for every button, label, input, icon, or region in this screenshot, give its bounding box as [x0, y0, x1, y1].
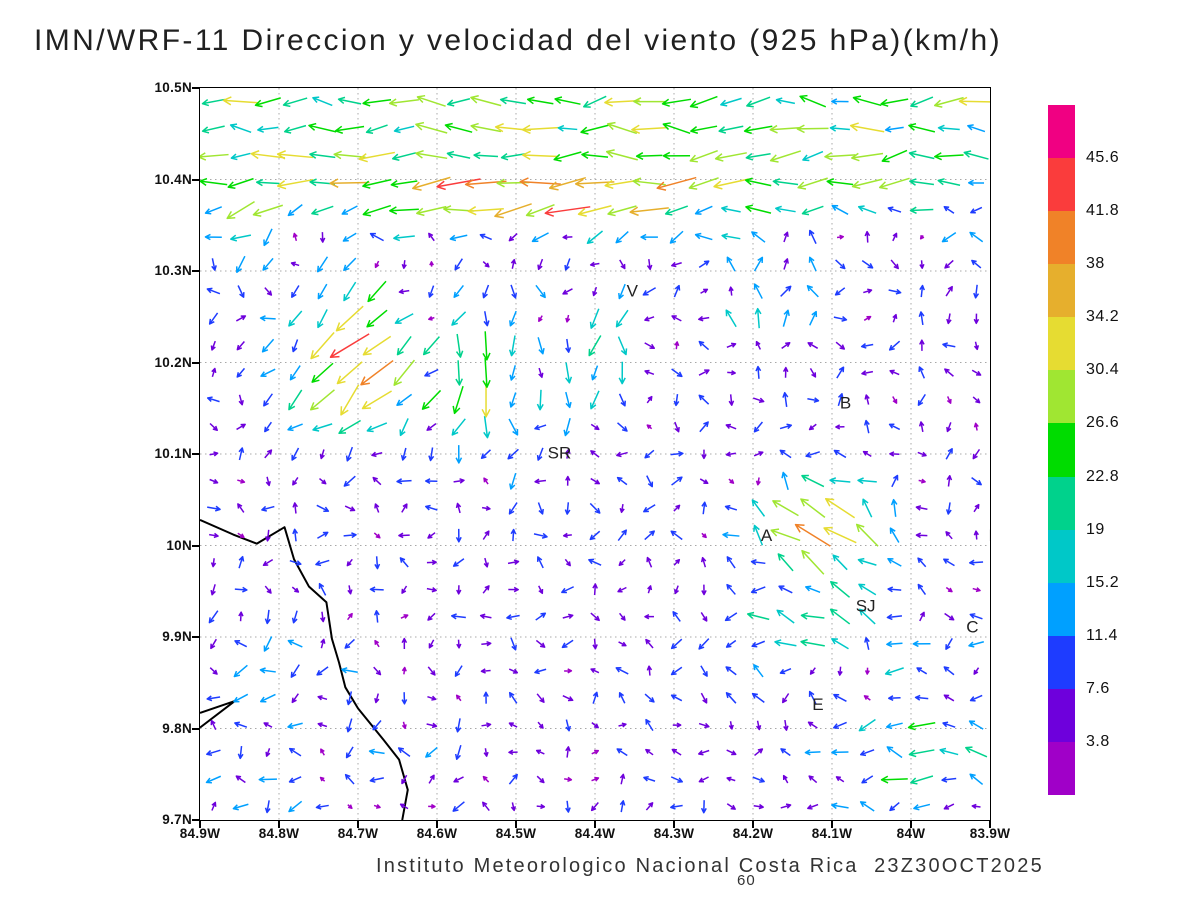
colorbar-segment — [1048, 158, 1075, 212]
y-tick-mark — [192, 819, 199, 821]
x-tick-mark — [515, 821, 517, 828]
x-tick-mark — [594, 821, 596, 828]
colorbar-segment — [1048, 529, 1075, 583]
colorbar-segment — [1048, 423, 1075, 477]
x-tick-mark — [989, 821, 991, 828]
y-tick-mark — [192, 727, 199, 730]
footer-institute-text: Instituto Meteorologico Nacional Costa R… — [376, 855, 1044, 877]
x-tick-mark — [752, 821, 754, 828]
colorbar-segment — [1048, 582, 1075, 636]
x-tick-mark — [673, 821, 675, 828]
x-tick-label: 84.9W — [179, 826, 221, 841]
y-tick-mark — [192, 544, 199, 547]
y-tick-mark — [192, 361, 199, 364]
x-tick-label: 84.8W — [258, 826, 300, 841]
y-tick-label: 9.7N — [162, 812, 192, 827]
wind-vector-field-canvas — [200, 88, 990, 820]
x-tick-label: 84.7W — [337, 826, 379, 841]
colorbar-tick-label: 38 — [1086, 255, 1105, 273]
colorbar-segment — [1048, 370, 1075, 424]
colorbar-tick-label: 34.2 — [1086, 308, 1120, 326]
colorbar-tick-label: 7.6 — [1086, 679, 1110, 697]
colorbar-segment — [1048, 317, 1075, 371]
y-tick-label: 9.8N — [162, 720, 192, 736]
y-tick-label: 10.2N — [154, 354, 192, 370]
y-tick-mark — [192, 178, 199, 181]
x-tick-mark — [831, 821, 833, 828]
x-tick-mark — [357, 821, 359, 828]
x-tick-label: 83.9W — [969, 826, 1011, 841]
x-tick-mark — [910, 821, 912, 828]
colorbar-segment — [1048, 105, 1075, 159]
colorbar-tick-label: 41.8 — [1086, 202, 1120, 220]
colorbar-tick-label: 11.4 — [1086, 626, 1118, 644]
colorbar-segment — [1048, 635, 1075, 689]
y-tick-mark — [192, 270, 199, 272]
colorbar-tick-label: 30.4 — [1086, 361, 1120, 379]
y-tick-mark — [192, 87, 199, 89]
plot-area — [199, 87, 991, 821]
x-tick-mark — [436, 821, 438, 828]
colorbar-tick-label: 22.8 — [1086, 467, 1120, 485]
x-tick-label: 84.1W — [811, 826, 853, 841]
colorbar-tick-label: 19 — [1086, 520, 1105, 538]
y-tick-label: 10.4N — [154, 171, 192, 187]
y-tick-label: 10.1N — [154, 446, 192, 461]
forecast-hour-label: 60 — [737, 872, 756, 889]
colorbar-tick-label: 45.6 — [1086, 149, 1120, 167]
colorbar-tick-label: 26.6 — [1086, 414, 1120, 432]
colorbar-segment — [1048, 741, 1075, 796]
x-tick-label: 84.3W — [653, 826, 695, 841]
x-tick-label: 84.6W — [416, 826, 458, 841]
colorbar-segment — [1048, 264, 1075, 318]
y-tick-label: 10.5N — [154, 80, 192, 95]
x-tick-label: 84.2W — [732, 826, 774, 841]
y-tick-mark — [192, 636, 199, 638]
colorbar-segment — [1048, 476, 1075, 530]
y-tick-mark — [192, 453, 199, 455]
x-tick-mark — [278, 821, 280, 828]
x-tick-label: 84.5W — [495, 826, 537, 841]
x-tick-label: 84W — [896, 826, 926, 841]
colorbar-segment — [1048, 688, 1075, 742]
colorbar-segment — [1048, 211, 1075, 265]
page-title: IMN/WRF-11 Direccion y velocidad del vie… — [34, 24, 1002, 57]
y-tick-label: 9.9N — [162, 629, 192, 644]
colorbar-tick-label: 15.2 — [1086, 573, 1120, 591]
x-tick-label: 84.4W — [574, 826, 616, 841]
y-tick-label: 10N — [166, 537, 192, 553]
x-tick-mark — [199, 821, 201, 828]
speed-colorbar — [1048, 105, 1075, 796]
colorbar-tick-label: 3.8 — [1086, 732, 1110, 750]
y-tick-label: 10.3N — [154, 263, 192, 278]
